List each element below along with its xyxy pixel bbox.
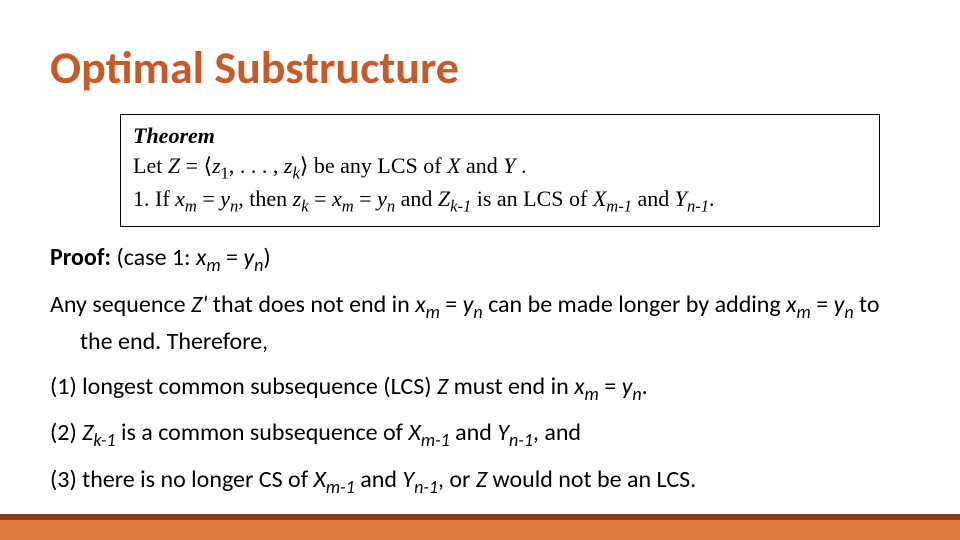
- theorem-heading: Theorem: [133, 123, 215, 148]
- proof-item-2: (2) Zk-1 is a common subsequence of Xm-1…: [50, 416, 910, 453]
- footer-bar-main: [0, 520, 960, 540]
- theorem-line-2: 1. If xm = yn, then zk = xm = yn and Zk-…: [133, 184, 867, 218]
- proof-item-1: (1) longest common subsequence (LCS) Z m…: [50, 370, 910, 407]
- proof-item-3: (3) there is no longer CS of Xm-1 and Yn…: [50, 463, 910, 500]
- theorem-line-1: Let Z = ⟨z1, . . . , zk⟩ be any LCS of X…: [133, 151, 867, 185]
- footer-bar: [0, 514, 960, 540]
- slide-title: Optimal Substructure: [50, 40, 910, 96]
- proof-line: Proof: (case 1: xm = yn): [50, 241, 910, 278]
- slide: Optimal Substructure Theorem Let Z = ⟨z1…: [0, 0, 960, 540]
- theorem-box: Theorem Let Z = ⟨z1, . . . , zk⟩ be any …: [120, 114, 880, 227]
- proof-paragraph-1: Any sequence Z' that does not end in xm …: [50, 288, 910, 360]
